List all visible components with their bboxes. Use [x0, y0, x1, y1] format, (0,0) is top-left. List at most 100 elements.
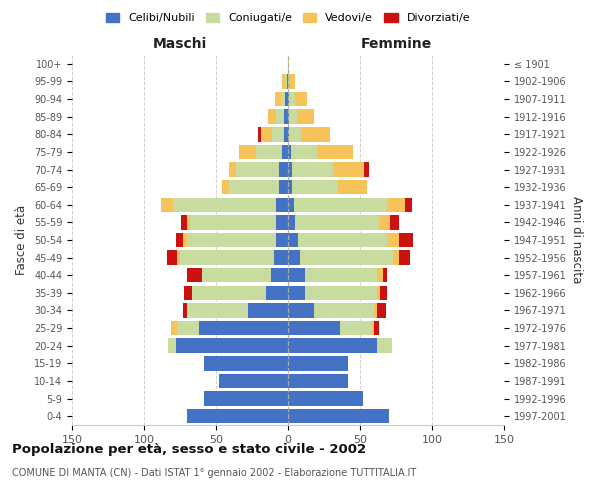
Bar	[248, 304, 288, 318]
Bar	[340, 321, 371, 336]
Bar	[374, 304, 377, 318]
Bar	[187, 215, 190, 230]
Bar	[288, 233, 298, 247]
Bar	[184, 286, 191, 300]
Bar	[222, 180, 229, 194]
Bar	[161, 198, 173, 212]
Bar	[399, 233, 413, 247]
Y-axis label: Anni di nascita: Anni di nascita	[570, 196, 583, 284]
Bar	[191, 286, 266, 300]
Bar	[305, 268, 377, 282]
Bar	[275, 92, 281, 106]
Bar	[219, 374, 288, 388]
Bar	[288, 409, 389, 424]
Bar	[187, 233, 277, 247]
Bar	[388, 198, 404, 212]
Bar	[332, 162, 364, 176]
Bar	[167, 250, 177, 265]
Bar	[380, 286, 388, 300]
Bar	[271, 268, 288, 282]
Bar	[177, 250, 180, 265]
Bar	[295, 92, 307, 106]
Bar	[383, 268, 388, 282]
Bar	[258, 127, 260, 142]
Bar	[277, 215, 288, 230]
Bar	[187, 304, 248, 318]
Bar	[291, 144, 317, 159]
Bar	[199, 321, 288, 336]
Bar	[288, 338, 377, 353]
Bar	[292, 162, 332, 176]
Text: Femmine: Femmine	[361, 38, 431, 52]
Bar	[266, 286, 288, 300]
Bar	[282, 144, 288, 159]
Bar	[277, 198, 288, 212]
Bar	[205, 356, 288, 370]
Bar	[260, 127, 272, 142]
Bar	[288, 321, 340, 336]
Bar	[288, 268, 305, 282]
Bar	[288, 374, 349, 388]
Bar	[288, 110, 289, 124]
Bar	[288, 180, 292, 194]
Text: Maschi: Maschi	[153, 38, 207, 52]
Bar	[371, 321, 374, 336]
Bar	[288, 74, 289, 88]
Bar	[282, 74, 285, 88]
Bar	[288, 304, 314, 318]
Bar	[305, 286, 377, 300]
Bar	[284, 110, 288, 124]
Bar	[187, 409, 288, 424]
Bar	[288, 92, 289, 106]
Bar	[288, 215, 295, 230]
Bar	[374, 321, 379, 336]
Bar	[288, 250, 299, 265]
Bar	[173, 198, 277, 212]
Text: Popolazione per età, sesso e stato civile - 2002: Popolazione per età, sesso e stato civil…	[12, 442, 366, 456]
Bar	[181, 215, 187, 230]
Bar	[288, 144, 291, 159]
Bar	[301, 127, 330, 142]
Bar	[296, 110, 314, 124]
Bar	[205, 392, 288, 406]
Bar	[379, 215, 390, 230]
Bar	[288, 162, 292, 176]
Bar	[314, 304, 374, 318]
Bar	[280, 180, 288, 194]
Bar	[190, 215, 277, 230]
Bar	[268, 110, 277, 124]
Bar	[277, 233, 288, 247]
Bar	[338, 180, 367, 194]
Bar	[377, 286, 380, 300]
Y-axis label: Fasce di età: Fasce di età	[16, 205, 28, 275]
Bar	[274, 250, 288, 265]
Bar	[404, 198, 412, 212]
Bar	[289, 74, 295, 88]
Bar	[288, 356, 349, 370]
Bar	[183, 304, 187, 318]
Bar	[183, 233, 187, 247]
Bar	[176, 233, 183, 247]
Bar	[288, 56, 289, 71]
Bar	[299, 250, 393, 265]
Bar	[169, 338, 176, 353]
Bar	[289, 92, 295, 106]
Bar	[294, 198, 388, 212]
Bar	[281, 92, 285, 106]
Bar	[288, 127, 289, 142]
Legend: Celibi/Nubili, Coniugati/e, Vedovi/e, Divorziati/e: Celibi/Nubili, Coniugati/e, Vedovi/e, Di…	[101, 8, 475, 28]
Bar	[390, 215, 399, 230]
Bar	[288, 392, 363, 406]
Bar	[295, 215, 379, 230]
Bar	[287, 74, 288, 88]
Bar	[317, 144, 353, 159]
Bar	[288, 198, 294, 212]
Bar	[256, 144, 282, 159]
Bar	[180, 250, 274, 265]
Bar	[285, 74, 287, 88]
Bar	[177, 321, 199, 336]
Bar	[172, 321, 177, 336]
Bar	[288, 286, 305, 300]
Bar	[377, 268, 383, 282]
Bar	[388, 233, 399, 247]
